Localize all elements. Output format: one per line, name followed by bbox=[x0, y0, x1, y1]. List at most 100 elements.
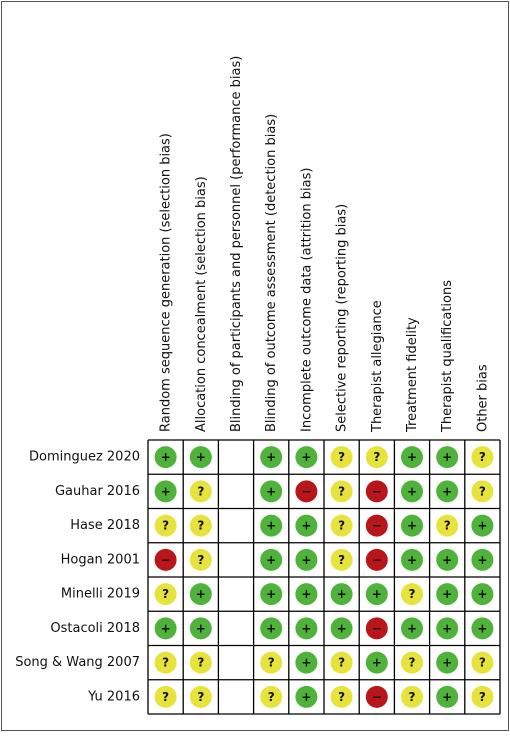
judgement-symbol: + bbox=[266, 484, 276, 498]
judgement-dot bbox=[295, 514, 318, 537]
judgement-symbol: + bbox=[407, 553, 417, 567]
judgement-dot bbox=[154, 480, 177, 503]
judgement-symbol: + bbox=[442, 621, 452, 635]
column-header: Selective reporting (reporting bias) bbox=[335, 204, 350, 432]
judgement-symbol: + bbox=[301, 587, 311, 601]
judgement-symbol: + bbox=[161, 450, 171, 464]
judgement-symbol: + bbox=[442, 450, 452, 464]
judgement-dot bbox=[154, 617, 177, 640]
column-header: Other bias bbox=[475, 364, 490, 432]
judgement-symbol: ? bbox=[162, 690, 169, 704]
judgement-dot bbox=[401, 685, 423, 708]
judgement-symbol: ? bbox=[268, 690, 275, 704]
judgement-symbol: + bbox=[337, 621, 347, 635]
judgement-dot bbox=[260, 548, 283, 571]
judgement-dot bbox=[189, 651, 212, 674]
judgement-dot bbox=[436, 617, 459, 640]
study-label: Dominguez 2020 bbox=[29, 450, 140, 465]
judgement-symbol: + bbox=[407, 450, 417, 464]
judgement-dot bbox=[260, 685, 283, 708]
judgement-dot bbox=[436, 685, 459, 708]
judgement-symbol: + bbox=[301, 553, 311, 567]
judgement-symbol: ? bbox=[409, 587, 416, 601]
judgement-dot bbox=[471, 583, 494, 606]
judgement-dot bbox=[295, 446, 318, 469]
judgement-symbol: + bbox=[301, 519, 311, 533]
judgement-symbol: ? bbox=[162, 656, 169, 670]
judgement-symbol: − bbox=[372, 484, 382, 498]
judgement-dot bbox=[401, 548, 423, 571]
judgement-symbol: + bbox=[196, 450, 206, 464]
column-header: Incomplete outcome data (attrition bias) bbox=[299, 168, 314, 432]
judgement-dot bbox=[295, 651, 318, 674]
judgement-symbol: + bbox=[442, 587, 452, 601]
judgement-symbol: + bbox=[301, 450, 311, 464]
judgement-symbol: ? bbox=[268, 656, 275, 670]
judgement-dot bbox=[330, 548, 353, 571]
judgement-dot bbox=[471, 514, 494, 537]
judgement-symbol: ? bbox=[338, 656, 345, 670]
judgement-symbol: ? bbox=[162, 587, 169, 601]
judgement-dot bbox=[295, 548, 318, 571]
column-header: Blinding of outcome assessment (detectio… bbox=[264, 114, 279, 432]
judgement-symbol: ? bbox=[197, 656, 204, 670]
judgement-symbol: ? bbox=[338, 519, 345, 533]
judgement-dot bbox=[365, 446, 388, 469]
judgement-symbol: ? bbox=[197, 553, 204, 567]
judgement-symbol: + bbox=[442, 484, 452, 498]
judgement-symbol: + bbox=[266, 621, 276, 635]
judgement-symbol: + bbox=[442, 656, 452, 670]
judgement-symbol: ? bbox=[197, 484, 204, 498]
judgement-dot bbox=[365, 514, 388, 537]
judgement-symbol: ? bbox=[444, 519, 451, 533]
judgement-dot bbox=[436, 446, 459, 469]
judgement-dot bbox=[154, 685, 177, 708]
judgement-symbol: + bbox=[372, 587, 382, 601]
judgement-symbol: + bbox=[442, 690, 452, 704]
judgement-symbol: + bbox=[477, 519, 487, 533]
column-header: Therapist allegiance bbox=[370, 300, 385, 433]
judgement-dot bbox=[365, 651, 388, 674]
judgement-symbol: + bbox=[477, 587, 487, 601]
judgement-dot bbox=[401, 480, 423, 503]
judgement-dot bbox=[401, 514, 423, 537]
judgement-symbol: + bbox=[477, 553, 487, 567]
judgement-dot bbox=[260, 514, 283, 537]
judgement-symbol: ? bbox=[373, 450, 380, 464]
judgement-dot bbox=[365, 583, 388, 606]
judgement-symbol: + bbox=[266, 519, 276, 533]
judgement-dot bbox=[295, 480, 318, 503]
judgement-dot bbox=[365, 548, 388, 571]
judgement-dot bbox=[295, 685, 318, 708]
judgement-symbol: − bbox=[161, 553, 171, 567]
judgement-dot bbox=[154, 583, 177, 606]
judgement-dot bbox=[401, 617, 423, 640]
judgement-symbol: + bbox=[301, 690, 311, 704]
judgement-dot bbox=[295, 617, 318, 640]
judgement-symbol: + bbox=[161, 484, 171, 498]
column-header: Random sequence generation (selection bi… bbox=[159, 133, 174, 432]
judgement-symbol: + bbox=[372, 656, 382, 670]
judgement-dot bbox=[436, 651, 459, 674]
judgement-dot bbox=[189, 685, 212, 708]
column-header: Therapist qualifications bbox=[440, 280, 455, 433]
judgement-symbol: + bbox=[337, 587, 347, 601]
judgement-symbol: + bbox=[266, 587, 276, 601]
judgement-dot bbox=[330, 583, 353, 606]
judgement-dot bbox=[471, 651, 494, 674]
judgement-dot bbox=[401, 446, 423, 469]
judgement-symbol: − bbox=[372, 519, 382, 533]
judgement-symbol: ? bbox=[162, 519, 169, 533]
judgement-symbol: − bbox=[301, 484, 311, 498]
study-label: Minelli 2019 bbox=[61, 587, 140, 602]
judgement-symbol: + bbox=[477, 621, 487, 635]
judgement-symbol: + bbox=[407, 484, 417, 498]
judgement-dot bbox=[436, 548, 459, 571]
judgement-symbol: ? bbox=[338, 450, 345, 464]
judgement-dot bbox=[260, 651, 283, 674]
judgement-dot bbox=[330, 617, 353, 640]
judgement-dot bbox=[365, 617, 388, 640]
judgement-symbol: + bbox=[266, 450, 276, 464]
